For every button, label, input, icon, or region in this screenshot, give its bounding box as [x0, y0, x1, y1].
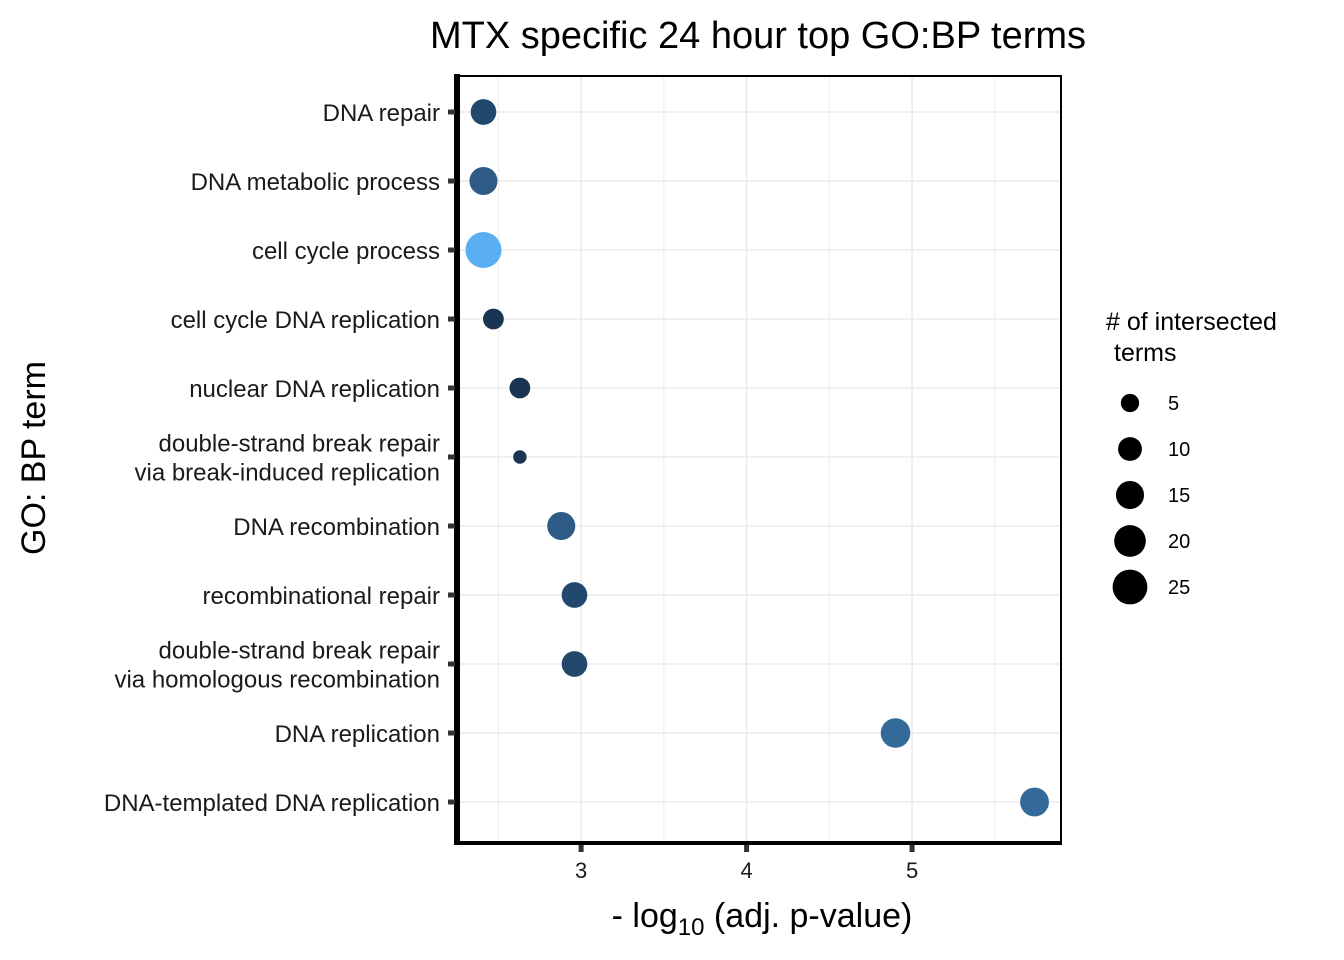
grid [457, 76, 1061, 843]
size-legend: # of intersected terms 5 10 15 20 25 [1106, 308, 1277, 605]
legend-label: 5 [1168, 393, 1179, 415]
legend-label: 20 [1168, 531, 1190, 553]
legend-title-line-2: terms [1114, 339, 1177, 367]
y-tick-label-line: via break-induced replication [134, 460, 440, 487]
y-tick-label-line: DNA replication [275, 721, 440, 748]
data-point [513, 450, 527, 464]
y-tick-label: cell cycle process [252, 238, 440, 265]
x-axis-label-subscript: 10 [678, 914, 705, 941]
data-point [509, 377, 531, 399]
y-tick-label-line: DNA metabolic process [191, 169, 440, 196]
y-tick-label-line: recombinational repair [203, 583, 440, 610]
y-tick-label: DNA repair [323, 100, 440, 127]
data-point [547, 511, 576, 541]
legend-label: 15 [1168, 485, 1190, 507]
y-tick-label: DNA metabolic process [191, 169, 440, 196]
y-tick-label-line: double-strand break repair [159, 638, 441, 665]
legend-key [1112, 569, 1148, 605]
y-tick-label: DNA replication [275, 721, 440, 748]
y-axis-ticks: DNA repair DNA metabolic process cell cycl… [104, 100, 455, 817]
y-tick-label-line: DNA recombination [233, 514, 440, 541]
chart-title: MTX specific 24 hour top GO:BP terms [430, 15, 1086, 57]
x-axis-label-suffix: (adj. p-value) [704, 897, 912, 935]
data-point [483, 308, 504, 330]
y-tick-label: double-strand break repair via homologous… [114, 638, 440, 694]
legend-key [1118, 437, 1142, 461]
y-tick-label-line: nuclear DNA replication [189, 376, 440, 403]
legend-key [1115, 480, 1145, 510]
data-point [880, 718, 911, 748]
y-tick-label-line: cell cycle process [252, 238, 440, 265]
data-point [469, 166, 498, 196]
y-tick-label: DNA recombination [233, 514, 440, 541]
x-axis-ticks: 3 4 5 [575, 845, 918, 883]
plot-panel-border [456, 75, 1062, 844]
x-tick-label: 4 [740, 858, 752, 883]
y-tick-label-line: DNA repair [323, 100, 440, 127]
legend-label: 10 [1168, 439, 1190, 461]
x-tick-label: 5 [906, 858, 918, 883]
data-point [1020, 787, 1049, 817]
y-tick-label: DNA-templated DNA replication [104, 790, 440, 817]
y-tick-label: double-strand break repair via break-indu… [134, 431, 440, 487]
y-tick-label-line: double-strand break repair [159, 431, 441, 458]
y-tick-label: cell cycle DNA replication [171, 307, 440, 334]
x-tick-label: 3 [575, 858, 587, 883]
y-tick-label-line: via homologous recombination [114, 667, 440, 694]
y-tick-label: recombinational repair [203, 583, 440, 610]
y-tick-label-line: DNA-templated DNA replication [104, 790, 440, 817]
x-axis-label: - log10 (adj. p-value) [612, 897, 913, 941]
legend-label: 25 [1168, 577, 1190, 599]
data-point [470, 99, 497, 125]
x-axis-label-prefix: - log [612, 897, 678, 935]
legend-title-line-1: # of intersected [1106, 308, 1277, 336]
y-axis-label: GO: BP term [15, 361, 53, 555]
legend-key [1120, 393, 1140, 413]
y-tick-label-line: cell cycle DNA replication [171, 307, 440, 334]
data-point [561, 582, 588, 608]
data-point [561, 651, 588, 677]
data-point [465, 232, 502, 268]
data-points [465, 99, 1049, 817]
y-tick-label: nuclear DNA replication [189, 376, 440, 403]
legend-key [1114, 525, 1146, 557]
